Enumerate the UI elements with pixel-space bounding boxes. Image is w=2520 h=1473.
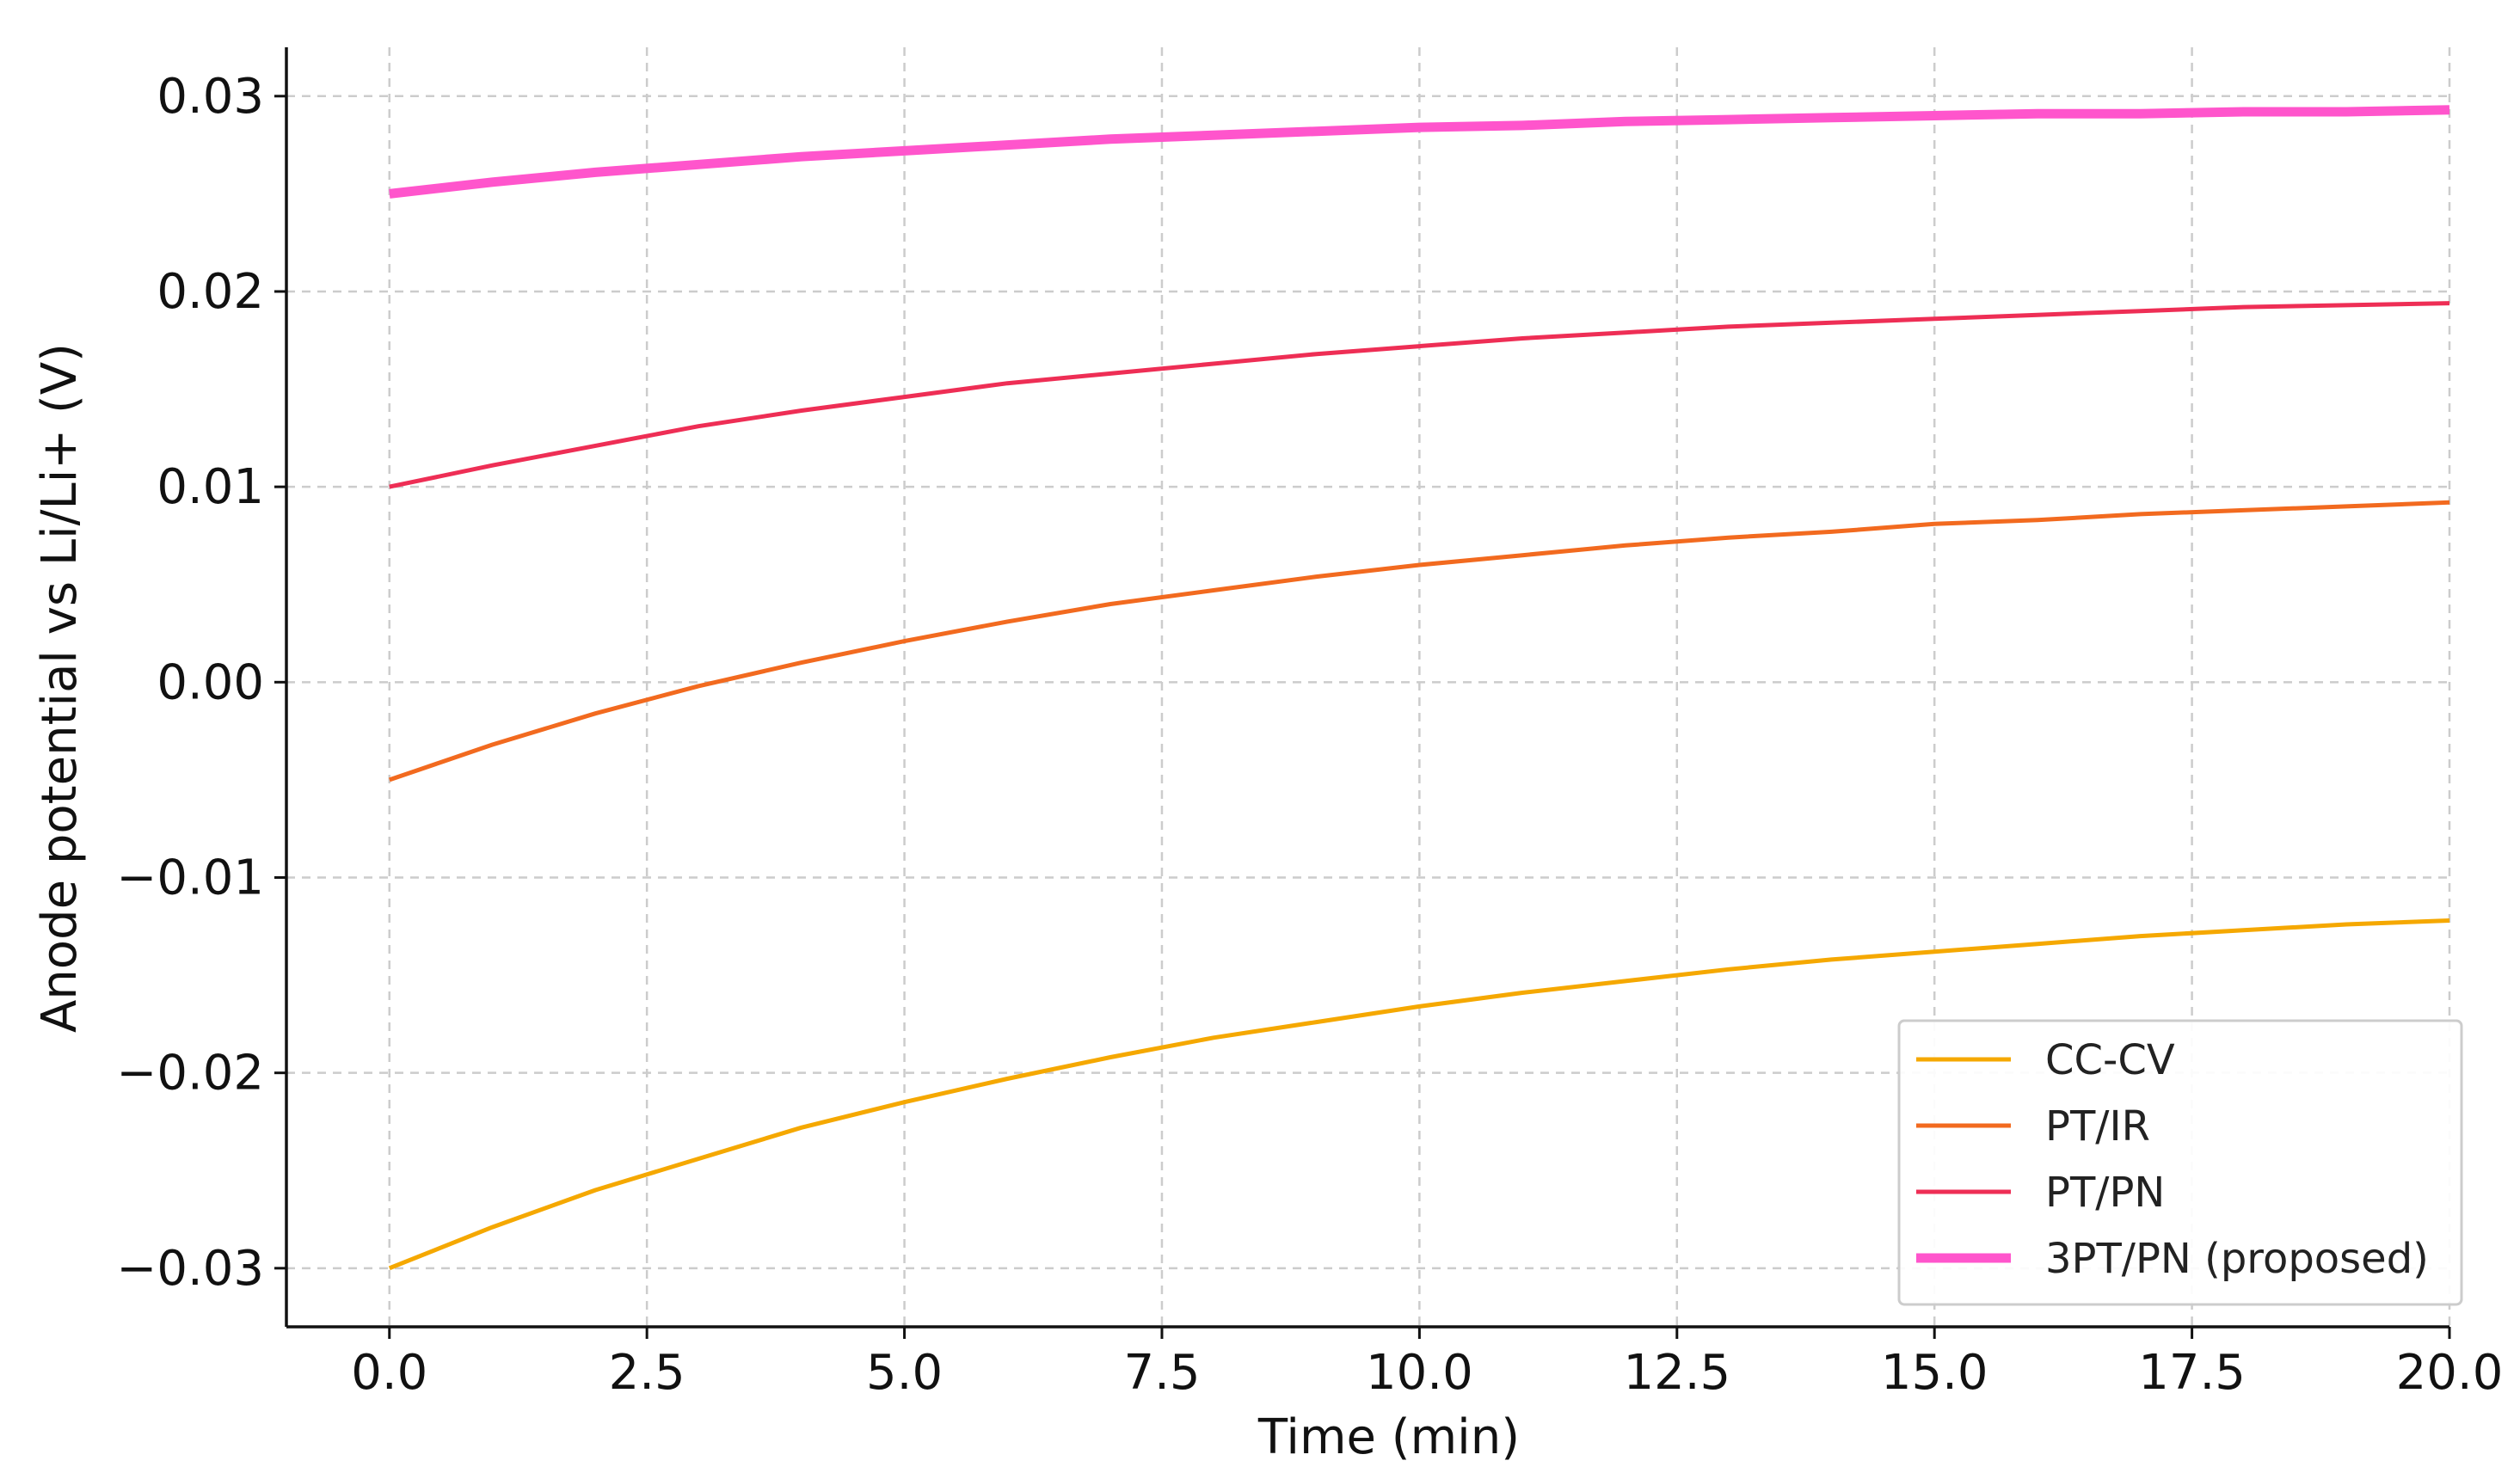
y-tick-label: 0.01 xyxy=(157,459,264,515)
legend-entry-label: PT/IR xyxy=(2045,1102,2150,1151)
y-tick-label: 0.00 xyxy=(157,654,264,710)
y-axis-label: Anode potential vs Li/Li+ (V) xyxy=(32,343,88,1033)
tick-marks-and-labels: 0.0 2.5 5.0 7.5 10.0 12.5 15.0 17.5 20.0 0.03 0.02… xyxy=(116,69,2503,1401)
y-tick-label: −0.01 xyxy=(116,850,264,905)
x-tick-label: 5.0 xyxy=(866,1345,943,1401)
x-tick-label: 7.5 xyxy=(1123,1345,1200,1401)
series-line-pt-ir xyxy=(388,500,2450,783)
legend: CC-CV PT/IR PT/PN 3PT/PN (proposed) xyxy=(1897,1019,2463,1306)
series-line-3pt-pn-proposed xyxy=(389,105,2450,199)
y-tick-label: −0.03 xyxy=(116,1241,264,1297)
legend-entry-label: PT/PN xyxy=(2045,1169,2165,1217)
x-tick-label: 2.5 xyxy=(609,1345,685,1401)
x-axis-label: Time (min) xyxy=(1257,1409,1520,1465)
series-lines xyxy=(388,105,2450,1271)
legend-entry-label: CC-CV xyxy=(2045,1036,2175,1084)
x-tick-label: 10.0 xyxy=(1366,1345,1473,1401)
legend-box xyxy=(1897,1019,2463,1306)
series-line-pt-pn xyxy=(389,301,2450,489)
x-tick-label: 17.5 xyxy=(2138,1345,2246,1401)
y-tick-label: 0.03 xyxy=(157,69,264,125)
x-tick-label: 0.0 xyxy=(351,1345,427,1401)
y-tick-label: −0.02 xyxy=(116,1046,264,1102)
series-line-cc-cv xyxy=(388,918,2450,1271)
x-tick-label: 15.0 xyxy=(1881,1345,1988,1401)
x-tick-label: 12.5 xyxy=(1623,1345,1730,1401)
x-tick-label: 20.0 xyxy=(2396,1345,2504,1401)
legend-entry-label: 3PT/PN (proposed) xyxy=(2045,1235,2429,1283)
y-tick-label: 0.02 xyxy=(157,264,264,320)
